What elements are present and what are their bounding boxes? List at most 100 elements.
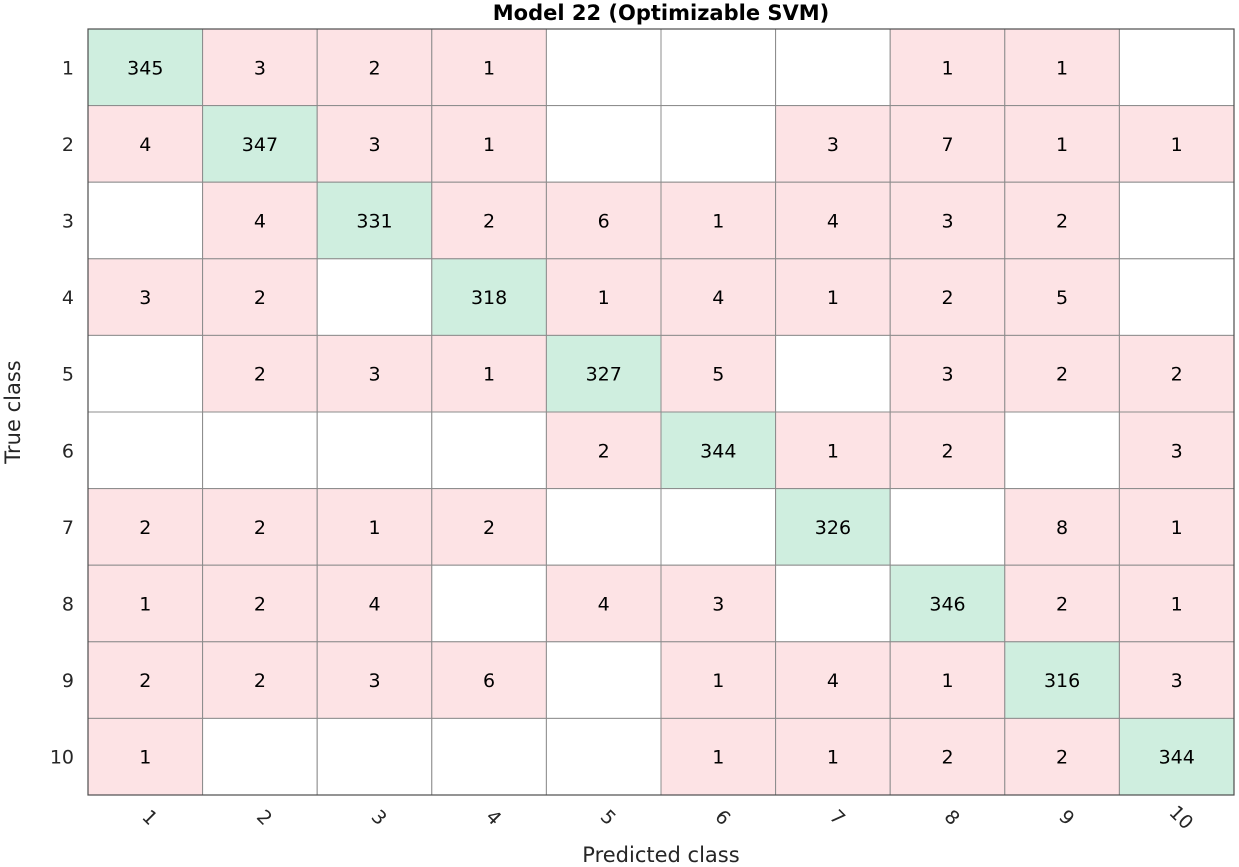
matrix-cell-r8-c3: [316, 564, 433, 643]
matrix-cell-r10-c3: [316, 717, 433, 796]
matrix-cell-r3-c7: [775, 181, 891, 260]
matrix-cell-r7-c7: [775, 488, 891, 566]
cell-value-r10-c9: 2: [1056, 747, 1068, 769]
cell-value-r9-c4: 6: [483, 670, 495, 692]
matrix-cell-r8-c5: [545, 564, 662, 643]
col-tick-labels: 1 2 3 4 5 6 7 8 9 10: [137, 801, 1197, 834]
matrix-cell-r7-c4: [431, 488, 547, 566]
matrix-cell-r3-c2: [202, 181, 318, 260]
cell-value-r8-c1: 1: [139, 594, 151, 616]
matrix-cell-r2-c6: [660, 105, 777, 183]
cell-value-r7-c7: 326: [815, 517, 851, 539]
cell-value-r1-c4: 1: [483, 57, 495, 79]
matrix-cell-r4-c1: [87, 258, 204, 336]
matrix-cell-r1-c8: [889, 28, 1006, 107]
cell-value-r1-c1: 345: [127, 57, 163, 79]
matrix-cell-r1-c6: [660, 28, 777, 107]
row-tick-label-1: 1: [62, 57, 74, 79]
matrix-cell-r4-c4: [431, 258, 547, 336]
matrix-cell-r1-c4: [431, 28, 547, 107]
matrix-cell-r6-c9: [1004, 411, 1120, 490]
cell-value-r9-c8: 1: [941, 670, 953, 692]
matrix-cell-r2-c10: [1118, 105, 1235, 183]
row-tick-label-3: 3: [62, 211, 74, 233]
cell-value-r6-c6: 344: [700, 440, 736, 462]
cell-value-r2-c7: 3: [827, 134, 839, 156]
y-axis-label: True class: [1, 360, 25, 464]
matrix-cell-r8-c1: [87, 564, 204, 643]
cell-value-r3-c4: 2: [483, 211, 495, 233]
matrix-cell-r6-c6: [660, 411, 777, 490]
cell-value-r2-c3: 3: [368, 134, 380, 156]
matrix-cell-r7-c6: [660, 488, 777, 566]
cell-value-r4-c9: 5: [1056, 287, 1068, 309]
matrix-cell-r1-c5: [545, 28, 662, 107]
matrix-cell-r10-c7: [775, 717, 891, 796]
cell-value-r4-c6: 4: [712, 287, 724, 309]
cell-value-r7-c4: 2: [483, 517, 495, 539]
matrix-cell-r7-c8: [889, 488, 1006, 566]
cell-value-r10-c7: 1: [827, 747, 839, 769]
cell-value-r9-c6: 1: [712, 670, 724, 692]
matrix-cell-r3-c3: [316, 181, 433, 260]
cell-value-r9-c1: 2: [139, 670, 151, 692]
matrix-cell-r3-c6: [660, 181, 777, 260]
cell-value-r1-c2: 3: [254, 57, 266, 79]
matrix-cell-r1-c9: [1004, 28, 1120, 107]
matrix-cell-r6-c4: [431, 411, 547, 490]
matrix-cell-r8-c9: [1004, 564, 1120, 643]
matrix-cell-r5-c1: [87, 334, 204, 413]
matrix-cell-r5-c2: [202, 334, 318, 413]
cell-value-r3-c8: 3: [941, 211, 953, 233]
matrix-cell-r3-c10: [1118, 181, 1235, 260]
matrix-cell-r7-c2: [202, 488, 318, 566]
cell-value-r3-c3: 331: [356, 211, 392, 233]
cell-value-r4-c1: 3: [139, 287, 151, 309]
matrix-cell-r1-c2: [202, 28, 318, 107]
cell-value-r3-c6: 1: [712, 211, 724, 233]
matrix-cell-r4-c8: [889, 258, 1006, 336]
matrix-cell-r10-c2: [202, 717, 318, 796]
cell-value-r4-c5: 1: [598, 287, 610, 309]
matrix-cell-r3-c8: [889, 181, 1006, 260]
matrix-cell-r2-c5: [545, 105, 662, 183]
chart-title: Model 22 (Optimizable SVM): [493, 1, 830, 25]
col-tick-label-10: 10: [1165, 801, 1198, 834]
cell-value-r8-c6: 3: [712, 594, 724, 616]
cell-value-r9-c10: 3: [1171, 670, 1183, 692]
matrix-cell-r6-c8: [889, 411, 1006, 490]
matrix-cell-r5-c8: [889, 334, 1006, 413]
cell-value-r5-c5: 327: [586, 364, 622, 386]
cell-value-r9-c3: 3: [368, 670, 380, 692]
matrix-cell-r3-c4: [431, 181, 547, 260]
matrix-cell-r4-c6: [660, 258, 777, 336]
matrix-cell-r7-c3: [316, 488, 433, 566]
matrix-cell-r2-c8: [889, 105, 1006, 183]
cell-value-r4-c8: 2: [941, 287, 953, 309]
cell-value-r5-c6: 5: [712, 364, 724, 386]
cell-value-r4-c2: 2: [254, 287, 266, 309]
matrix-cell-r4-c3: [316, 258, 433, 336]
matrix-cell-r8-c7: [775, 564, 891, 643]
matrix-cell-r3-c5: [545, 181, 662, 260]
col-tick-label-5: 5: [596, 806, 620, 830]
matrix-cell-r1-c7: [775, 28, 891, 107]
matrix-cell-r5-c7: [775, 334, 891, 413]
col-tick-label-7: 7: [825, 806, 849, 830]
col-tick-label-3: 3: [367, 806, 391, 830]
col-tick-label-6: 6: [710, 806, 734, 830]
row-tick-label-4: 4: [62, 287, 74, 309]
col-tick-label-2: 2: [252, 806, 276, 830]
matrix-cell-r4-c7: [775, 258, 891, 336]
cell-value-r5-c3: 3: [368, 364, 380, 386]
cell-value-r7-c10: 1: [1171, 517, 1183, 539]
matrix-cell-r6-c5: [545, 411, 662, 490]
row-tick-label-7: 7: [62, 517, 74, 539]
matrix-cell-r3-c1: [87, 181, 204, 260]
matrix-cell-r7-c5: [545, 488, 662, 566]
col-tick-label-9: 9: [1054, 806, 1078, 830]
cell-value-r9-c9: 316: [1044, 670, 1080, 692]
row-tick-label-10: 10: [50, 747, 74, 769]
col-tick-label-1: 1: [137, 806, 161, 830]
